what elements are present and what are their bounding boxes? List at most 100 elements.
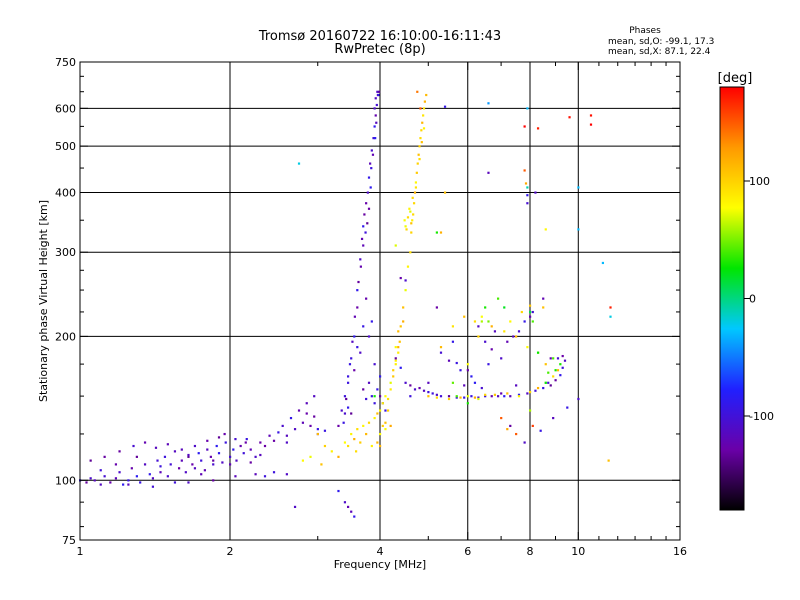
colorbar: [deg] -100 0 100 bbox=[718, 71, 774, 511]
data-point-o bbox=[342, 421, 345, 424]
data-point-x bbox=[386, 409, 390, 412]
data-point-o bbox=[493, 330, 497, 333]
data-point-o bbox=[109, 481, 112, 484]
data-points bbox=[79, 90, 612, 518]
y-tick-label: 400 bbox=[55, 186, 76, 199]
y-tick-label: 75 bbox=[62, 534, 76, 547]
data-point-x bbox=[451, 325, 455, 328]
data-point-o bbox=[173, 450, 177, 453]
data-point-o bbox=[470, 395, 473, 398]
colorbar-ticks: -100 0 100 bbox=[744, 175, 774, 423]
data-point-x bbox=[309, 455, 312, 458]
data-point-o bbox=[427, 381, 430, 384]
data-point-o bbox=[363, 213, 366, 216]
data-point-x bbox=[439, 346, 443, 349]
data-point-o bbox=[118, 471, 121, 474]
data-point-x bbox=[463, 315, 466, 318]
data-point-o bbox=[515, 384, 518, 387]
data-point-o bbox=[132, 444, 135, 448]
data-point-o bbox=[301, 421, 305, 424]
data-point-x bbox=[414, 181, 418, 184]
data-point-o bbox=[451, 340, 455, 343]
data-point-scattered bbox=[554, 369, 557, 372]
data-point-x bbox=[493, 393, 497, 396]
data-point-o bbox=[373, 125, 376, 128]
data-point-o bbox=[375, 121, 378, 124]
data-point-o bbox=[232, 448, 235, 451]
data-point-x bbox=[552, 375, 555, 378]
data-point-o bbox=[351, 340, 354, 343]
colorbar-tick-label: -100 bbox=[749, 410, 774, 423]
data-point-o bbox=[166, 475, 169, 478]
colorbar-tick-label: 100 bbox=[749, 175, 770, 188]
data-point-o bbox=[431, 392, 434, 395]
data-point-x bbox=[542, 306, 545, 309]
data-point-o bbox=[191, 463, 194, 466]
data-point-x bbox=[466, 395, 469, 398]
data-point-o bbox=[487, 363, 490, 366]
data-point-x bbox=[394, 359, 397, 362]
data-point-x bbox=[373, 416, 376, 420]
x-tick-label: 10 bbox=[571, 545, 585, 558]
data-point-o bbox=[316, 428, 319, 431]
data-point-scattered bbox=[547, 371, 550, 374]
data-point-o bbox=[473, 381, 477, 384]
data-point-scattered bbox=[484, 306, 487, 309]
data-point-o bbox=[413, 388, 417, 391]
data-point-x bbox=[370, 444, 373, 448]
chart-subtitle: RwPretec (8p) bbox=[334, 42, 425, 57]
data-point-o bbox=[239, 444, 242, 448]
data-point-o bbox=[529, 315, 532, 318]
data-point-o bbox=[99, 483, 102, 486]
data-point-o bbox=[217, 452, 221, 455]
data-point-o bbox=[526, 202, 529, 205]
data-point-o bbox=[484, 395, 487, 398]
data-point-o bbox=[374, 114, 377, 117]
data-point-o bbox=[577, 397, 580, 401]
y-tick-label: 600 bbox=[55, 102, 76, 115]
data-point-o bbox=[148, 473, 151, 476]
colorbar-label: [deg] bbox=[718, 71, 753, 86]
data-point-o bbox=[466, 369, 469, 372]
data-point-x bbox=[384, 428, 387, 431]
data-point-o bbox=[337, 424, 340, 428]
data-point-scattered bbox=[477, 397, 480, 401]
data-point-o bbox=[277, 431, 280, 434]
data-point-o bbox=[293, 505, 297, 509]
data-point-x bbox=[480, 315, 483, 318]
data-point-o bbox=[200, 473, 203, 476]
data-point-x bbox=[337, 455, 340, 458]
x-tick-label: 8 bbox=[527, 545, 534, 558]
data-point-o bbox=[151, 485, 155, 488]
data-point-scattered bbox=[609, 306, 612, 309]
data-point-o bbox=[203, 469, 206, 472]
data-point-o bbox=[523, 320, 526, 323]
data-point-x bbox=[409, 210, 412, 213]
data-point-o bbox=[365, 397, 368, 401]
data-point-scattered bbox=[536, 127, 540, 130]
data-point-o bbox=[447, 359, 451, 362]
data-point-o bbox=[285, 473, 288, 476]
data-point-o bbox=[114, 463, 118, 466]
data-point-x bbox=[484, 393, 487, 396]
data-point-o bbox=[187, 455, 190, 458]
data-point-x bbox=[420, 129, 423, 132]
data-point-o bbox=[439, 395, 443, 398]
data-point-o bbox=[272, 471, 276, 474]
data-point-o bbox=[372, 137, 375, 140]
data-point-x bbox=[316, 432, 319, 436]
data-point-o bbox=[215, 444, 218, 448]
data-point-o bbox=[399, 366, 402, 369]
data-point-o bbox=[159, 465, 162, 468]
data-point-o bbox=[313, 395, 316, 398]
data-point-x bbox=[529, 304, 532, 307]
data-point-scattered bbox=[589, 114, 593, 117]
data-point-x bbox=[356, 428, 359, 431]
data-point-o bbox=[427, 390, 430, 394]
data-point-x bbox=[359, 441, 362, 444]
data-point-scattered bbox=[577, 228, 580, 231]
data-point-o bbox=[143, 441, 147, 444]
data-point-o bbox=[371, 153, 375, 156]
x-tick-label: 16 bbox=[673, 545, 687, 558]
